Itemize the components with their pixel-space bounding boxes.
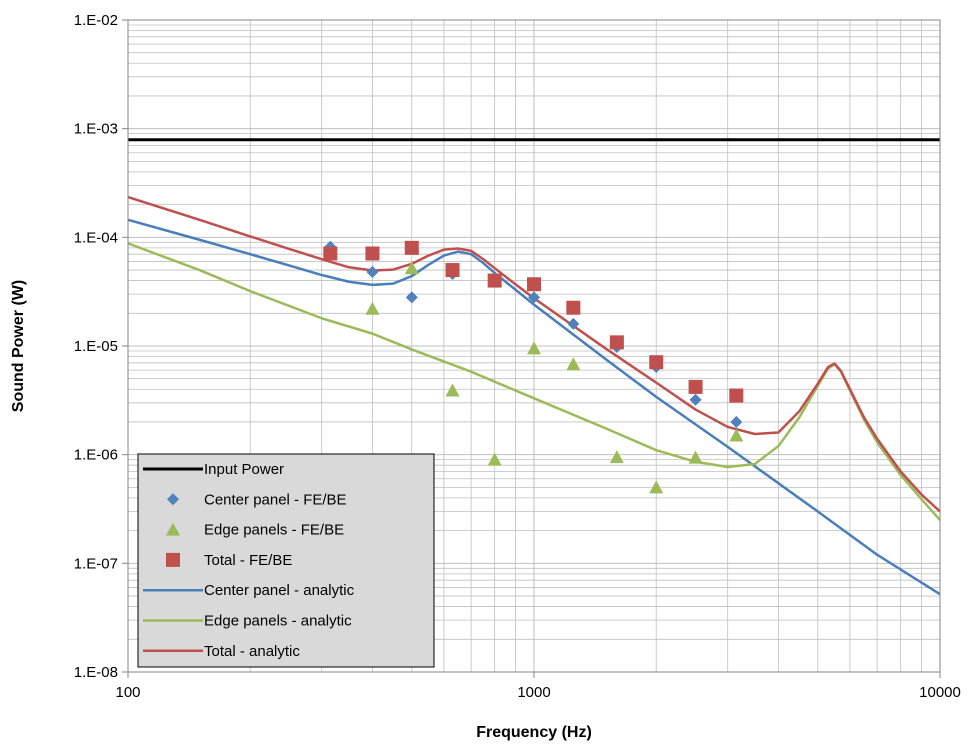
data-point-total-fe-be [365, 246, 380, 261]
data-point-edge-panels-fe-be [445, 383, 460, 397]
data-point-center-panel-fe-be [366, 265, 379, 278]
legend-label-total-analytic: Total - analytic [204, 643, 300, 660]
series-edge-panels-fe-be [365, 261, 744, 494]
grid [128, 20, 940, 672]
legend-box [137, 453, 435, 668]
legend-label-input-power: Input Power [204, 461, 284, 478]
x-tick-label: 1000 [517, 684, 550, 701]
data-point-total-fe-be [688, 379, 703, 394]
data-point-edge-panels-fe-be [609, 450, 624, 464]
x-axis-tick-labels: 100 1000 10000 [115, 672, 961, 701]
legend-label-center-panel-analytic: Center panel - analytic [204, 582, 355, 599]
legend: Input Power Center panel - FE/BE Edge pane… [137, 453, 435, 668]
data-point-center-panel-fe-be [689, 393, 702, 406]
data-point-total-fe-be [323, 246, 338, 261]
data-point-total-fe-be [729, 388, 744, 403]
y-tick-label: 1.E-08 [74, 664, 118, 681]
legend-swatch-edge-panels-fe-be [166, 522, 180, 536]
y-axis-title: Sound Power (W) [10, 280, 27, 412]
series-line-center-panel-analytic [127, 218, 941, 596]
data-point-center-panel-fe-be [405, 291, 418, 304]
data-point-center-panel-fe-be [730, 415, 743, 428]
x-tick-label: 10000 [919, 684, 961, 701]
y-tick-label: 1.E-04 [74, 229, 118, 246]
y-tick-label: 1.E-07 [74, 555, 118, 572]
series-center-panel-analytic [127, 218, 941, 596]
data-point-edge-panels-fe-be [527, 341, 541, 355]
data-point-edge-panels-fe-be [688, 450, 703, 464]
legend-swatch-center-panel-fe-be [167, 493, 179, 506]
data-point-edge-panels-fe-be [404, 261, 419, 275]
data-point-total-fe-be [609, 335, 624, 350]
y-axis-tick-labels: 1.E-08 1.E-07 1.E-06 1.E-05 1.E-04 1.E-03 1.E-… [74, 12, 128, 681]
data-point-total-fe-be [404, 240, 419, 255]
legend-label-edge-panels-fe-be: Edge panels - FE/BE [204, 522, 344, 539]
legend-swatch-total-fe-be [166, 552, 180, 567]
data-point-edge-panels-fe-be [487, 452, 502, 466]
data-point-center-panel-fe-be [567, 317, 580, 330]
legend-label-total-fe-be: Total - FE/BE [204, 552, 292, 569]
data-point-edge-panels-fe-be [729, 428, 744, 442]
data-point-total-fe-be [527, 277, 541, 292]
y-tick-label: 1.E-06 [74, 447, 118, 464]
data-point-edge-panels-fe-be [566, 357, 581, 371]
data-point-total-fe-be [445, 263, 460, 278]
legend-label-center-panel-fe-be: Center panel - FE/BE [204, 491, 347, 508]
data-point-edge-panels-fe-be [649, 480, 664, 494]
data-point-total-fe-be [487, 273, 502, 288]
data-point-center-panel-fe-be [528, 291, 540, 304]
series-layer [127, 138, 941, 596]
data-point-edge-panels-fe-be [365, 301, 380, 315]
legend-label-edge-panels-analytic: Edge panels - analytic [204, 613, 352, 630]
y-tick-label: 1.E-05 [74, 338, 118, 355]
series-total-fe-be [323, 240, 744, 403]
y-tick-label: 1.E-03 [74, 121, 118, 138]
y-tick-label: 1.E-02 [74, 12, 118, 29]
data-point-total-fe-be [566, 300, 581, 315]
x-tick-label: 100 [115, 684, 140, 701]
x-axis-title: Frequency (Hz) [476, 724, 592, 741]
data-point-total-fe-be [649, 355, 664, 370]
